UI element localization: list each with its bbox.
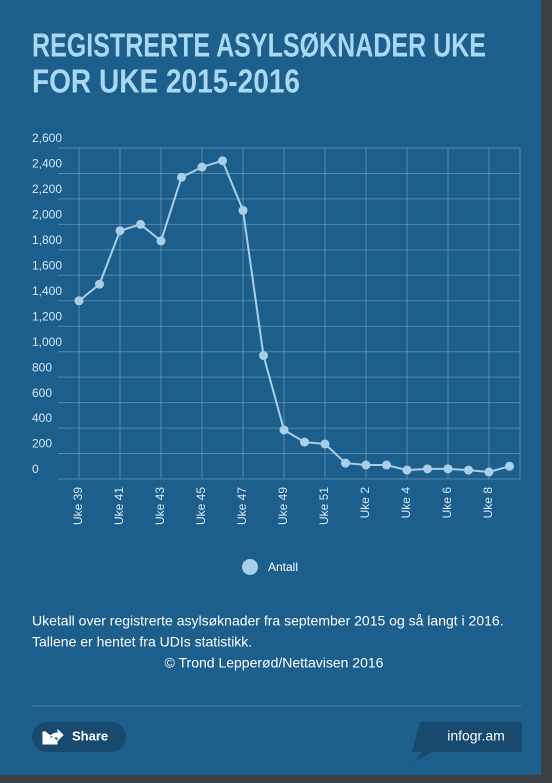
- caption: Uketall over registrerte asylsøknader fr…: [32, 613, 504, 629]
- point: [259, 351, 268, 361]
- y-tick-label: 2,000: [32, 208, 62, 222]
- y-tick-label: 2,600: [32, 131, 62, 145]
- share-label[interactable]: Share: [72, 728, 108, 743]
- y-tick-label: 1,600: [32, 258, 62, 272]
- point: [197, 162, 207, 172]
- card: [0, 0, 541, 775]
- caption: Tallene er hentet fra UDIs statistikk.: [32, 634, 252, 650]
- point: [423, 464, 432, 474]
- legend-marker: [242, 559, 258, 575]
- x-tick-label: Uke 39: [71, 487, 85, 525]
- series-line: [78, 159, 510, 474]
- x-tick-label: Uke 4: [399, 487, 413, 519]
- x-tick-label: Uke 2: [358, 487, 372, 519]
- x-tick-label: Uke 43: [153, 487, 167, 525]
- y-tick-label: 400: [32, 411, 52, 425]
- caption: © Trond Lepperød/Nettavisen 2016: [165, 655, 384, 671]
- point: [361, 460, 371, 470]
- y-tick-label: 1,400: [32, 284, 62, 298]
- y-tick-label: 0: [32, 462, 39, 476]
- point: [74, 296, 84, 306]
- point: [238, 205, 248, 215]
- x-tick-label: Uke 41: [112, 487, 126, 525]
- y-tick-label: 2,400: [32, 157, 62, 171]
- legend-label: Antall: [268, 560, 298, 574]
- y-tick-label: 1,000: [32, 335, 62, 349]
- point: [115, 226, 125, 236]
- x-tick-label: Uke 47: [235, 487, 249, 525]
- point: [279, 425, 289, 435]
- x-tick-label: Uke 49: [276, 487, 290, 525]
- point: [341, 458, 350, 468]
- point: [136, 219, 145, 229]
- point: [95, 279, 104, 289]
- y-tick-label: 600: [32, 386, 52, 400]
- point: [443, 464, 453, 474]
- brand-badge[interactable]: [412, 722, 522, 762]
- point: [382, 460, 391, 470]
- y-tick-label: 800: [32, 360, 52, 374]
- point: [320, 439, 330, 449]
- y-tick-label: 2,200: [32, 182, 62, 196]
- x-tick-label: Uke 45: [194, 487, 208, 525]
- x-tick-label: Uke 6: [440, 487, 454, 519]
- brand[interactable]: infogr.am: [447, 728, 505, 744]
- point: [156, 236, 166, 246]
- x-tick-label: Uke 51: [317, 487, 331, 525]
- point: [464, 465, 473, 475]
- x-tick-label: Uke 8: [481, 487, 495, 519]
- share-icon: [42, 728, 64, 745]
- point: [484, 467, 494, 477]
- point: [218, 156, 227, 166]
- y-tick-label: 1,200: [32, 309, 62, 323]
- point: [177, 172, 186, 182]
- y-tick-label: 1,800: [32, 233, 62, 247]
- point: [505, 461, 514, 471]
- chart-title: REGISTRERTE ASYLSØKNADER UKE: [32, 27, 486, 64]
- point: [300, 437, 309, 447]
- y-tick-label: 200: [32, 437, 52, 451]
- chart-title: FOR UKE 2015-2016: [32, 63, 300, 100]
- point: [402, 465, 412, 475]
